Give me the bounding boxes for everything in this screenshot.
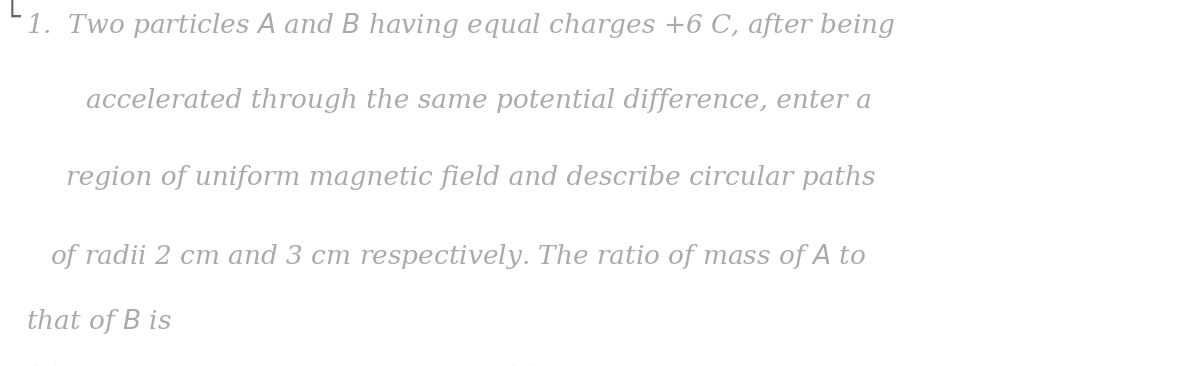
Text: accelerated through the same potential difference, enter a: accelerated through the same potential d… bbox=[86, 88, 872, 113]
Text: region of uniform magnetic field and describe circular paths: region of uniform magnetic field and des… bbox=[66, 165, 876, 190]
Text: 1.  Two particles $A$ and $B$ having equal charges +6 C, after being: 1. Two particles $A$ and $B$ having equa… bbox=[26, 11, 896, 40]
Text: └: └ bbox=[4, 4, 20, 32]
Text: that of $B$ is: that of $B$ is bbox=[26, 307, 173, 336]
Text: of radii 2 cm and 3 cm respectively. The ratio of mass of $A$ to: of radii 2 cm and 3 cm respectively. The… bbox=[50, 242, 866, 270]
